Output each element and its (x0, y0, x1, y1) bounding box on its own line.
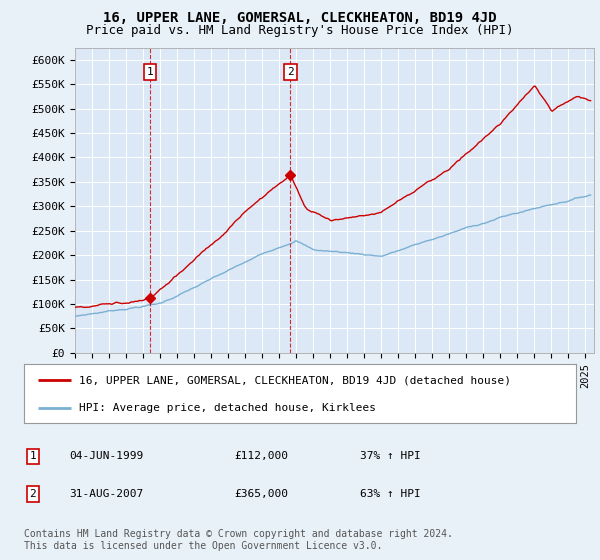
Text: 1: 1 (147, 67, 154, 77)
Text: 1: 1 (29, 451, 37, 461)
Text: £112,000: £112,000 (234, 451, 288, 461)
Text: Price paid vs. HM Land Registry's House Price Index (HPI): Price paid vs. HM Land Registry's House … (86, 24, 514, 37)
Text: Contains HM Land Registry data © Crown copyright and database right 2024.
This d: Contains HM Land Registry data © Crown c… (24, 529, 453, 551)
Text: 37% ↑ HPI: 37% ↑ HPI (360, 451, 421, 461)
Text: 04-JUN-1999: 04-JUN-1999 (69, 451, 143, 461)
Text: 16, UPPER LANE, GOMERSAL, CLECKHEATON, BD19 4JD: 16, UPPER LANE, GOMERSAL, CLECKHEATON, B… (103, 11, 497, 25)
Text: HPI: Average price, detached house, Kirklees: HPI: Average price, detached house, Kirk… (79, 403, 376, 413)
Text: 31-AUG-2007: 31-AUG-2007 (69, 489, 143, 499)
Text: 63% ↑ HPI: 63% ↑ HPI (360, 489, 421, 499)
Text: £365,000: £365,000 (234, 489, 288, 499)
Text: 16, UPPER LANE, GOMERSAL, CLECKHEATON, BD19 4JD (detached house): 16, UPPER LANE, GOMERSAL, CLECKHEATON, B… (79, 375, 511, 385)
Text: 2: 2 (287, 67, 294, 77)
Text: 2: 2 (29, 489, 37, 499)
